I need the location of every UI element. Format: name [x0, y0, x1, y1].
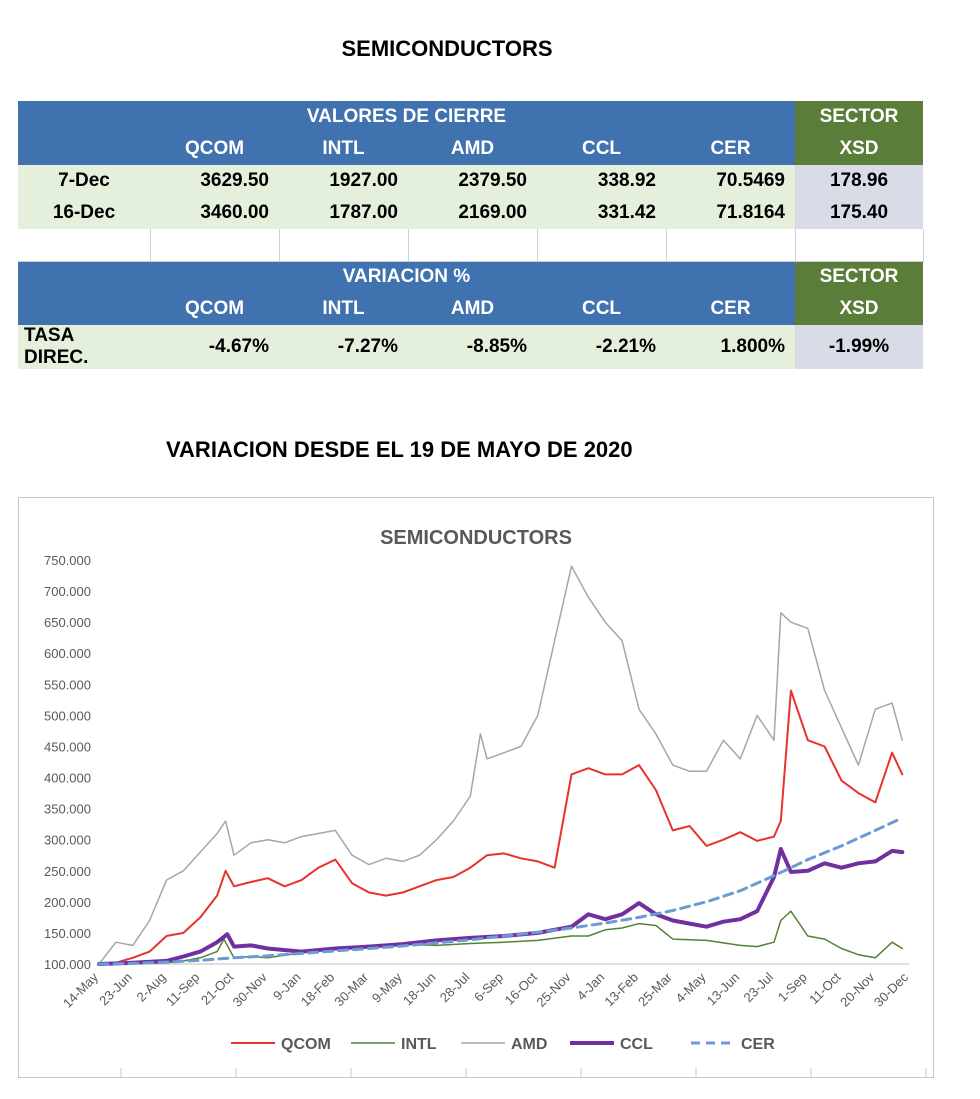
series-line-qcom: [98, 689, 904, 965]
table-cell: 71.8164: [666, 197, 795, 229]
table2-col-header: CER: [666, 293, 795, 325]
y-tick-label: 700.000: [44, 584, 91, 599]
table1-col-header: QCOM: [150, 133, 279, 165]
legend-label: AMD: [511, 1036, 547, 1053]
table2-col-header: QCOM: [150, 293, 279, 325]
y-tick-label: 350.000: [44, 802, 91, 817]
legend-label: CER: [741, 1036, 775, 1053]
x-tick-label: 23-Jul: [740, 969, 776, 1005]
x-tick-label: 18-Feb: [298, 970, 338, 1010]
row-label: 7-Dec: [18, 165, 150, 197]
table1-sector-sub: XSD: [795, 133, 923, 165]
x-tick-label: 28-Jul: [437, 969, 473, 1005]
table-cell: 2169.00: [408, 197, 537, 229]
table-row: 16-Dec 3460.00 1787.00 2169.00 331.42 71…: [18, 197, 923, 229]
table-cell: 3460.00: [150, 197, 279, 229]
series-line-amd: [98, 565, 904, 965]
table-cell: 338.92: [537, 165, 666, 197]
blank-row: [18, 229, 924, 262]
x-tick-label: 30-Mar: [331, 969, 371, 1009]
y-tick-label: 550.000: [44, 677, 91, 692]
y-tick-label: 750.000: [44, 553, 91, 568]
xsd-cell: 178.96: [795, 165, 923, 197]
y-tick-label: 450.000: [44, 739, 91, 754]
series-line-intl: [98, 910, 904, 965]
legend-label: QCOM: [281, 1036, 331, 1053]
table-cell: -7.27%: [279, 325, 408, 369]
chart-container: SEMICONDUCTORS 100.000 150.000 200.000 250.…: [18, 497, 934, 1078]
y-tick-label: 200.000: [44, 895, 91, 910]
table-row: TASA DIREC. -4.67% -7.27% -8.85% -2.21% …: [18, 325, 923, 369]
table-cell: 70.5469: [666, 165, 795, 197]
y-tick-label: 100.000: [44, 957, 91, 972]
x-tick-label: 4-May: [672, 969, 708, 1005]
table2-corner: [18, 293, 150, 325]
table-cell: 1927.00: [279, 165, 408, 197]
x-tick-label: 23-Jun: [96, 970, 135, 1009]
y-tick-label: 300.000: [44, 833, 91, 848]
page-title: SEMICONDUCTORS: [341, 36, 553, 61]
table2-col-header: CCL: [537, 293, 666, 325]
table-row: 7-Dec 3629.50 1927.00 2379.50 338.92 70.…: [18, 165, 923, 197]
table1-corner: [18, 133, 150, 165]
table1-col-header: AMD: [408, 133, 537, 165]
table-cell: 1787.00: [279, 197, 408, 229]
table1-col-header: CCL: [537, 133, 666, 165]
y-tick-label: 250.000: [44, 864, 91, 879]
table-cell: 331.42: [537, 197, 666, 229]
x-tick-label: 6-Sep: [471, 970, 506, 1005]
series-line-ccl: [97, 847, 905, 966]
section-title: VARIACION DESDE EL 19 DE MAYO DE 2020: [166, 437, 633, 462]
x-tick-label: 1-Sep: [775, 970, 810, 1005]
table2-sector-sub: XSD: [795, 293, 923, 325]
legend-label: CCL: [620, 1036, 653, 1053]
table2-header: VARIACION %: [18, 261, 795, 293]
x-tick-label: 13-Jun: [704, 970, 743, 1009]
x-tick-label: 25-Mar: [635, 969, 675, 1009]
x-tick-label: 14-May: [60, 969, 102, 1011]
x-tick-label: 30-Dec: [871, 969, 912, 1010]
x-tick-label: 20-Nov: [837, 969, 878, 1010]
xsd-cell: -1.99%: [795, 325, 923, 369]
table-cell: -4.67%: [150, 325, 279, 369]
x-tick-label: 30-Nov: [230, 969, 271, 1010]
x-tick-label: 18-Jun: [400, 970, 439, 1009]
y-tick-label: 500.000: [44, 708, 91, 723]
series-line-cer: [97, 816, 904, 966]
y-axis: 100.000 150.000 200.000 250.000 300.000 350.0…: [44, 553, 91, 972]
y-tick-label: 600.000: [44, 646, 91, 661]
table2-col-header: AMD: [408, 293, 537, 325]
table2-col-header: INTL: [279, 293, 408, 325]
table1-sector-header: SECTOR: [795, 101, 923, 133]
plot-area: [97, 565, 905, 966]
row-label: TASA DIREC.: [18, 325, 150, 369]
x-tick-label: 25-Nov: [533, 969, 574, 1010]
row-label: 16-Dec: [18, 197, 150, 229]
x-tick-label: 16-Oct: [502, 969, 540, 1007]
y-tick-label: 150.000: [44, 926, 91, 941]
table1-col-header: CER: [666, 133, 795, 165]
legend: QCOM INTL AMD CCL CER: [231, 1036, 775, 1053]
table2-sector-header: SECTOR: [795, 261, 923, 293]
closing-values-table: VALORES DE CIERRE SECTOR QCOM INTL AMD C…: [18, 101, 924, 369]
xsd-cell: 175.40: [795, 197, 923, 229]
table-cell: -2.21%: [537, 325, 666, 369]
y-tick-label: 400.000: [44, 771, 91, 786]
table-cell: 3629.50: [150, 165, 279, 197]
x-tick-label: 21-Oct: [198, 969, 236, 1007]
line-chart: SEMICONDUCTORS 100.000 150.000 200.000 250.…: [44, 527, 927, 1077]
table-cell: -8.85%: [408, 325, 537, 369]
table-cell: 2379.50: [408, 165, 537, 197]
table1-header: VALORES DE CIERRE: [18, 101, 795, 133]
y-tick-label: 650.000: [44, 615, 91, 630]
legend-label: INTL: [401, 1036, 437, 1053]
table-cell: 1.800%: [666, 325, 795, 369]
x-tick-label: 13-Feb: [601, 970, 641, 1010]
x-tick-label: 9-May: [369, 969, 405, 1005]
x-tick-label: 11-Sep: [163, 970, 203, 1010]
chart-title: SEMICONDUCTORS: [380, 527, 572, 549]
table1-col-header: INTL: [279, 133, 408, 165]
